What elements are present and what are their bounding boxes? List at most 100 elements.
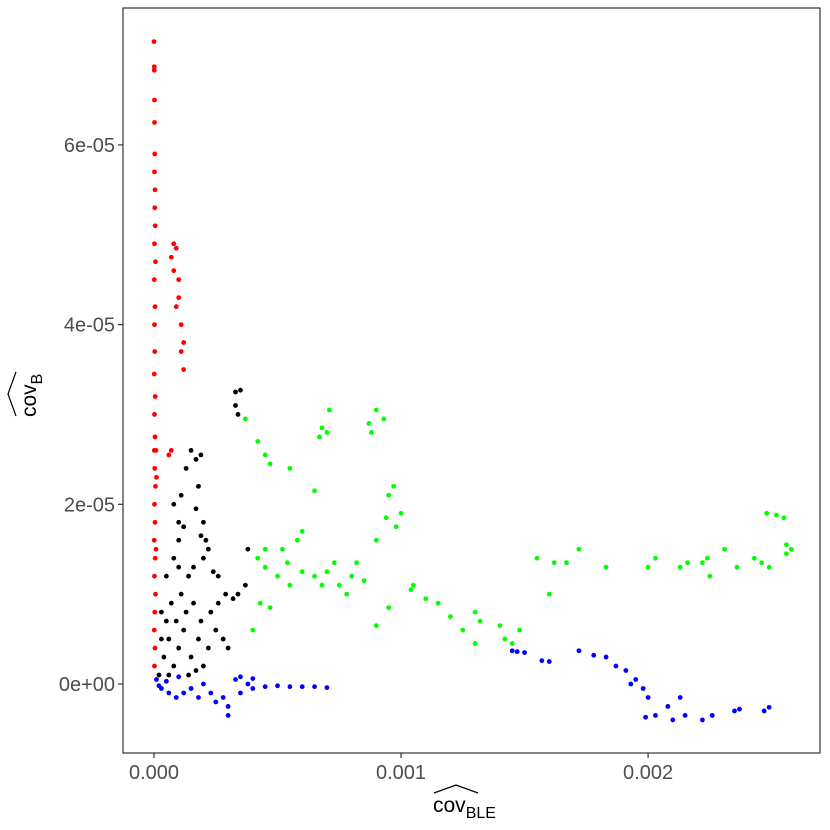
point	[166, 636, 172, 642]
x-tick-label: 0.002	[623, 762, 673, 784]
point	[262, 564, 268, 570]
point	[709, 713, 715, 718]
point	[154, 677, 159, 682]
point	[774, 512, 779, 518]
point	[643, 714, 648, 720]
x-label-main: cov	[433, 794, 466, 817]
point	[152, 434, 158, 440]
point	[181, 367, 187, 372]
point	[685, 560, 690, 566]
point	[153, 483, 158, 489]
point	[250, 676, 256, 682]
point	[250, 627, 256, 633]
x-tick-label: 0.001	[376, 762, 426, 784]
point	[737, 706, 742, 712]
point	[201, 555, 206, 561]
point	[262, 546, 268, 552]
point	[220, 636, 226, 642]
point	[163, 618, 169, 624]
point	[198, 618, 204, 624]
point	[152, 609, 158, 615]
point	[564, 560, 569, 566]
point	[766, 564, 772, 570]
point	[383, 515, 389, 521]
point	[704, 555, 710, 561]
point	[472, 641, 478, 646]
point	[154, 474, 159, 480]
point	[373, 407, 379, 413]
point	[233, 403, 238, 408]
point	[203, 537, 209, 543]
point	[153, 591, 158, 597]
point	[255, 555, 261, 561]
point	[183, 609, 189, 615]
point	[166, 452, 172, 458]
point	[319, 425, 325, 431]
point	[546, 591, 552, 597]
point	[751, 555, 757, 561]
point	[152, 573, 157, 579]
point	[299, 684, 305, 690]
point	[386, 492, 392, 498]
point	[299, 569, 305, 575]
point	[623, 668, 629, 673]
point	[152, 555, 158, 561]
point	[176, 645, 182, 651]
point	[225, 713, 231, 718]
point	[435, 600, 441, 606]
point	[151, 371, 157, 377]
point	[178, 322, 184, 328]
point	[784, 551, 789, 557]
point	[472, 609, 478, 615]
point	[280, 546, 285, 552]
point	[173, 618, 179, 624]
y-label-sub: B	[29, 374, 46, 385]
point	[299, 528, 305, 534]
point	[517, 627, 523, 633]
point	[188, 654, 194, 660]
point	[677, 695, 683, 700]
point	[784, 542, 789, 548]
point	[324, 685, 330, 690]
point	[381, 416, 387, 422]
point	[193, 506, 199, 512]
point	[255, 439, 261, 444]
point	[152, 519, 158, 525]
point	[151, 64, 157, 70]
y-axis-title: covB	[7, 371, 46, 417]
point	[408, 587, 414, 593]
point	[176, 277, 182, 283]
point	[171, 501, 177, 507]
point	[245, 546, 251, 552]
x-axis-label: covBLE	[433, 794, 496, 822]
point	[764, 510, 770, 516]
point	[178, 492, 184, 498]
point	[213, 699, 219, 705]
point	[176, 537, 182, 543]
point	[151, 537, 157, 543]
point	[326, 407, 332, 413]
point	[152, 412, 157, 417]
panel-frame	[122, 7, 821, 754]
point	[152, 645, 158, 651]
point	[151, 627, 157, 633]
point	[168, 600, 174, 606]
point	[732, 708, 737, 714]
point	[423, 596, 429, 602]
point	[354, 560, 359, 566]
point	[171, 663, 177, 669]
point	[386, 605, 392, 611]
point	[287, 582, 293, 588]
point	[319, 582, 325, 588]
point	[168, 254, 174, 260]
point	[707, 573, 713, 579]
point	[509, 648, 515, 654]
point	[156, 672, 162, 678]
point	[198, 452, 204, 458]
point	[176, 674, 182, 680]
point	[152, 349, 158, 354]
point	[633, 677, 639, 682]
point	[331, 560, 337, 566]
point	[294, 537, 300, 543]
point	[166, 690, 172, 696]
